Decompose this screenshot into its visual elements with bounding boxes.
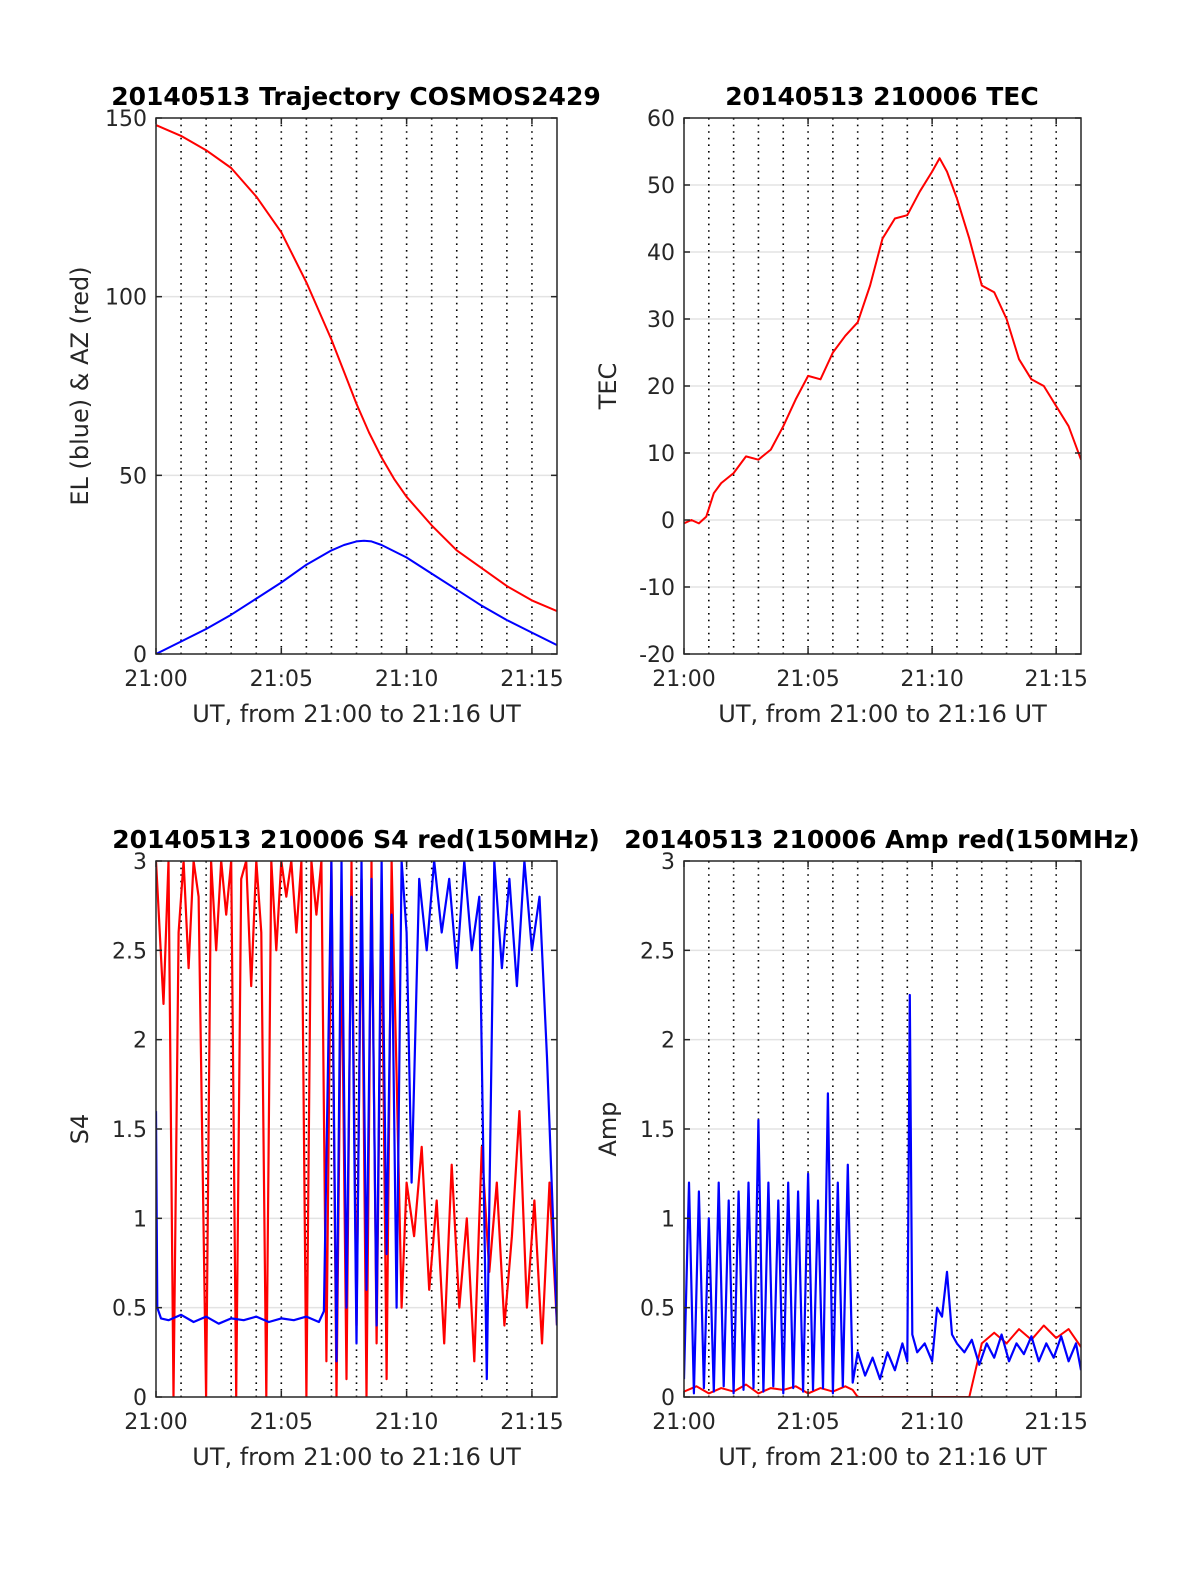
y-tick-label: 1 [661,1207,675,1232]
x-tick-label: 21:05 [250,667,313,692]
series-line-2 [684,993,1081,1395]
x-tick-label: 21:00 [652,667,715,692]
y-axis-label: TEC [594,363,622,411]
x-axis-label: UT, from 21:00 to 21:16 UT [192,1443,521,1471]
y-tick-label: 2.5 [112,939,147,964]
x-axis-label: UT, from 21:00 to 21:16 UT [192,700,521,728]
y-tick-label: 1.5 [640,1118,675,1143]
y-tick-label: 2.5 [640,939,675,964]
y-tick-label: -10 [639,576,675,601]
x-tick-label: 21:15 [1024,1410,1087,1435]
x-axis-label: UT, from 21:00 to 21:16 UT [718,700,1047,728]
y-axis-label: EL (blue) & AZ (red) [66,266,94,505]
plot-area [156,118,557,654]
x-axis-label: UT, from 21:00 to 21:16 UT [718,1443,1047,1471]
series-group [156,861,557,1397]
y-tick-label: 40 [647,241,675,266]
chart-panel-2: 21:00 21:05 21:10 21:15 -20 -10 0 10 20 30 40 50 60 2… [594,82,1088,728]
y-axis-label: S4 [66,1114,94,1145]
x-tick-label: 21:05 [776,1410,839,1435]
x-tick-label: 21:15 [1024,667,1087,692]
y-tick-label: 50 [119,464,147,489]
x-tick-label: 21:10 [375,1410,438,1435]
y-axis-label: Amp [594,1101,622,1156]
series-line-1 [156,124,557,613]
series-group [684,157,1081,525]
x-tick-label: 21:15 [500,1410,563,1435]
chart-panel-4: 21:00 21:05 21:10 21:15 0 0.5 1 1.5 2 2.5 32014051… [594,825,1140,1471]
y-tick-label: 30 [647,308,675,333]
y-tick-label: 0 [661,1386,675,1411]
x-tick-label: 21:10 [900,1410,963,1435]
y-tick-label: 60 [647,107,675,132]
x-tick-label: 21:00 [124,1410,187,1435]
x-tick-label: 21:10 [375,667,438,692]
chart-title: 20140513 210006 S4 red(150MHz) [112,825,600,854]
y-tick-label: 0.5 [112,1297,147,1322]
y-tick-label: 1.5 [112,1118,147,1143]
y-tick-label: 0 [133,643,147,668]
y-tick-label: -20 [639,643,675,668]
series-group [684,993,1081,1397]
series-line-1 [684,157,1081,525]
y-tick-label: 150 [105,107,147,132]
chart-title: 20140513 210006 TEC [725,82,1038,111]
y-tick-label: 0 [661,509,675,534]
series-line-2 [156,539,557,654]
y-tick-label: 0 [133,1386,147,1411]
y-tick-label: 0.5 [640,1297,675,1322]
series-group [156,124,557,654]
y-tick-label: 50 [647,174,675,199]
axes-box [155,117,558,655]
chart-title: 20140513 Trajectory COSMOS2429 [111,82,601,111]
x-tick-label: 21:05 [776,667,839,692]
series-line-1 [684,1324,1081,1397]
series-line-2 [156,861,557,1381]
y-tick-label: 3 [133,850,147,875]
y-tick-label: 1 [133,1207,147,1232]
y-tick-label: 3 [661,850,675,875]
y-tick-label: 100 [105,286,147,311]
y-tick-label: 2 [133,1029,147,1054]
chart-title: 20140513 210006 Amp red(150MHz) [624,825,1140,854]
y-tick-label: 10 [647,442,675,467]
x-tick-label: 21:05 [250,1410,313,1435]
x-tick-label: 21:10 [900,667,963,692]
x-tick-label: 21:00 [652,1410,715,1435]
x-tick-label: 21:00 [124,667,187,692]
chart-panel-3: 21:00 21:05 21:10 21:15 0 0.5 1 1.5 2 2.5 32014051… [66,825,600,1471]
y-tick-label: 20 [647,375,675,400]
x-tick-label: 21:15 [500,667,563,692]
y-tick-label: 2 [661,1029,675,1054]
